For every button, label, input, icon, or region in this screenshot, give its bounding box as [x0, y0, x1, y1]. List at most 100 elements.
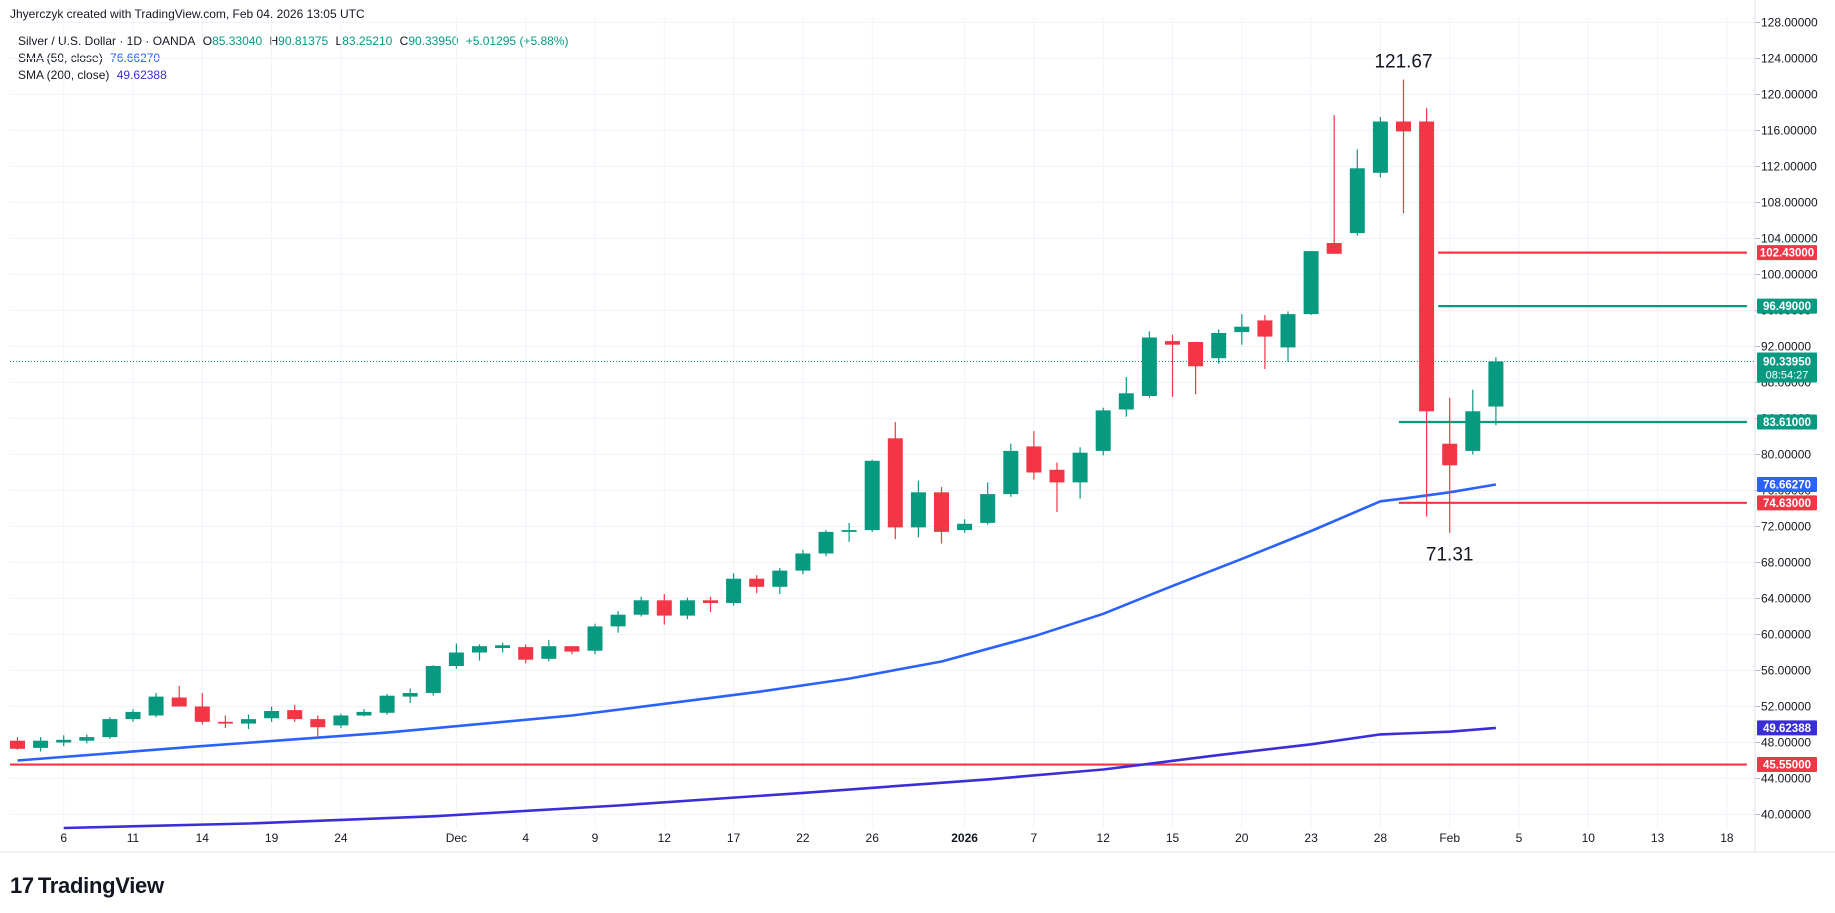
level-price-tag: 83.61000 [1763, 417, 1811, 429]
x-tick-label: 2026 [951, 831, 978, 845]
change-value: +5.01295 (+5.88%) [465, 34, 569, 48]
x-tick-label: 26 [866, 831, 880, 845]
candle-body [1280, 314, 1296, 348]
x-tick-label: Feb [1439, 831, 1460, 845]
x-tick-label: 17 [727, 831, 741, 845]
candle-body [1488, 361, 1504, 407]
level-price-tag: 74.63000 [1763, 498, 1811, 510]
sma-price-tag-bg [1757, 477, 1817, 493]
candle-body [1349, 168, 1365, 234]
x-tick-label: 7 [1031, 831, 1038, 845]
symbol-name: Silver / U.S. Dollar · 1D · OANDA [18, 34, 196, 48]
level-price-tag: 102.43000 [1760, 248, 1814, 260]
candle-body [333, 715, 349, 726]
candle-body [864, 460, 880, 531]
sma200-value: 49.62388 [116, 68, 167, 82]
y-tick-label: 100.00000 [1761, 268, 1818, 282]
candle-body [79, 737, 95, 741]
bar-countdown: 08:54:27 [1766, 369, 1809, 381]
y-tick-label: 124.00000 [1761, 52, 1818, 66]
candle-body [1211, 333, 1227, 359]
candle-body [934, 492, 949, 532]
axes[interactable]: 40.00000 44.00000 48.00000 52.00000 56.00000… [0, 0, 1835, 853]
y-tick-label: 92.00000 [1761, 340, 1811, 354]
candle-body [749, 578, 765, 587]
level-price-tag-bg [1757, 414, 1817, 430]
y-tick-label: 80.00000 [1761, 448, 1811, 462]
candle-body [910, 492, 926, 528]
candle-body [1188, 342, 1204, 367]
y-tick-label: 56.00000 [1761, 664, 1811, 678]
level-price-tag-bg [1757, 245, 1817, 261]
y-tick-label: 128.00000 [1761, 16, 1818, 30]
x-tick-label: 6 [60, 831, 67, 845]
candle-body [679, 600, 695, 616]
tradingview-logo[interactable]: 17 TradingView [10, 873, 164, 899]
candle-body [703, 600, 718, 603]
candle-body [241, 719, 256, 724]
x-tick-label: 5 [1516, 831, 1523, 845]
candle-body [1396, 121, 1411, 132]
candle-body [194, 706, 210, 722]
level-price-tag: 45.55000 [1763, 760, 1811, 772]
open-value: 85.33040 [212, 34, 263, 48]
sma-price-tag: 49.62388 [1763, 723, 1812, 735]
grid [10, 18, 1755, 828]
x-tick-label: 9 [592, 831, 599, 845]
candle-body [217, 721, 233, 724]
candle-body [10, 740, 25, 749]
low-label: L [335, 34, 343, 48]
y-tick-label: 112.00000 [1761, 160, 1817, 174]
candle-body [726, 578, 742, 603]
candle-body [472, 646, 487, 653]
candle-body [287, 710, 303, 720]
x-tick-label: 20 [1235, 831, 1249, 845]
x-tick-label: 15 [1166, 831, 1180, 845]
symbol-legend[interactable]: Silver / U.S. Dollar · 1D · OANDA O85.33… [18, 34, 572, 48]
moving-averages [17, 483, 1497, 830]
candle-body [818, 531, 834, 554]
candle-body [1049, 469, 1065, 483]
y-tick-label: 48.00000 [1761, 736, 1811, 750]
candle-body [379, 695, 395, 713]
open-label: O [202, 34, 213, 48]
candle-body [1072, 452, 1088, 483]
x-tick-label: 28 [1374, 831, 1388, 845]
level-price-tag-bg [1757, 298, 1817, 314]
y-tick-label: 52.00000 [1761, 700, 1811, 714]
x-tick-label: 13 [1651, 831, 1665, 845]
x-tick-label: 12 [1097, 831, 1111, 845]
price-annotation: 71.31 [1426, 545, 1474, 566]
annotations: 121.67 71.31 [1374, 51, 1473, 565]
sma-price-tag: 76.66270 [1763, 480, 1811, 492]
candle-body [264, 711, 280, 719]
x-tick-label: Dec [446, 831, 467, 845]
tradingview-logo-icon: 17 [10, 873, 34, 898]
sma200-line [63, 726, 1497, 830]
candle-body [772, 570, 788, 587]
candle-body [980, 494, 996, 523]
sma50-line [17, 483, 1497, 762]
y-tick-label: 108.00000 [1761, 196, 1818, 210]
candle-body [310, 719, 326, 728]
candle-body [957, 523, 973, 531]
candle-body [633, 600, 649, 615]
candle-body [402, 693, 418, 697]
candle-body [1303, 251, 1319, 315]
y-tick-label: 44.00000 [1761, 772, 1811, 786]
last-price-tag-bg [1757, 352, 1817, 383]
horizontal-levels [10, 251, 1755, 766]
x-tick-label: 23 [1304, 831, 1318, 845]
candle-body [610, 614, 626, 627]
y-tick-label: 120.00000 [1761, 88, 1818, 102]
candle-body [1419, 121, 1435, 412]
attribution-text: Jhyerczyk created with TradingView.com, … [10, 7, 365, 21]
candle-body [425, 666, 441, 693]
candle-body [171, 697, 187, 707]
x-tick-label: 22 [796, 831, 810, 845]
high-value: 90.81375 [278, 34, 329, 48]
candle-body [1118, 393, 1134, 410]
x-tick-label: 14 [196, 831, 210, 845]
level-price-tag-bg [1757, 495, 1817, 511]
